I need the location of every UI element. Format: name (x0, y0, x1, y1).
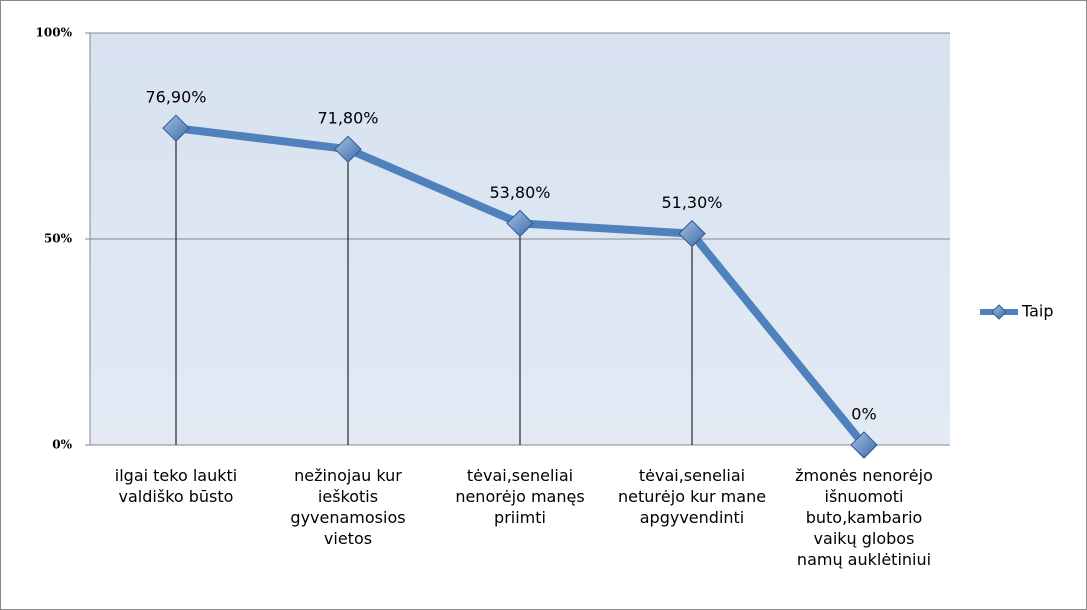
marker (334, 135, 362, 163)
value-label: 53,80% (489, 183, 550, 202)
marker (162, 114, 190, 142)
value-label: 51,30% (661, 193, 722, 212)
x-tick-label: tėvai,seneliai neturėjo kur mane apgyven… (617, 466, 767, 527)
y-tick-label: 100% (36, 26, 73, 40)
value-label: 71,80% (317, 109, 378, 128)
legend-label: Taip (1021, 302, 1054, 321)
y-tick-label: 50% (44, 232, 73, 246)
y-tick-label: 0% (52, 438, 72, 452)
x-tick-label: žmonės nenorėjo išnuomoti buto,kambario … (795, 466, 933, 569)
x-tick-label: tėvai,seneliai nenorėjo manęs priimti (455, 466, 585, 527)
marker (678, 219, 706, 248)
marker (850, 431, 878, 459)
value-label: 0% (851, 405, 876, 424)
legend-marker (991, 304, 1007, 320)
x-tick-label: ilgai teko laukti valdiško būsto (114, 466, 238, 506)
marker (506, 209, 534, 238)
x-tick-label: nežinojau kur ieškotis gyvenamosios viet… (290, 466, 406, 548)
value-label: 76,90% (145, 88, 206, 107)
